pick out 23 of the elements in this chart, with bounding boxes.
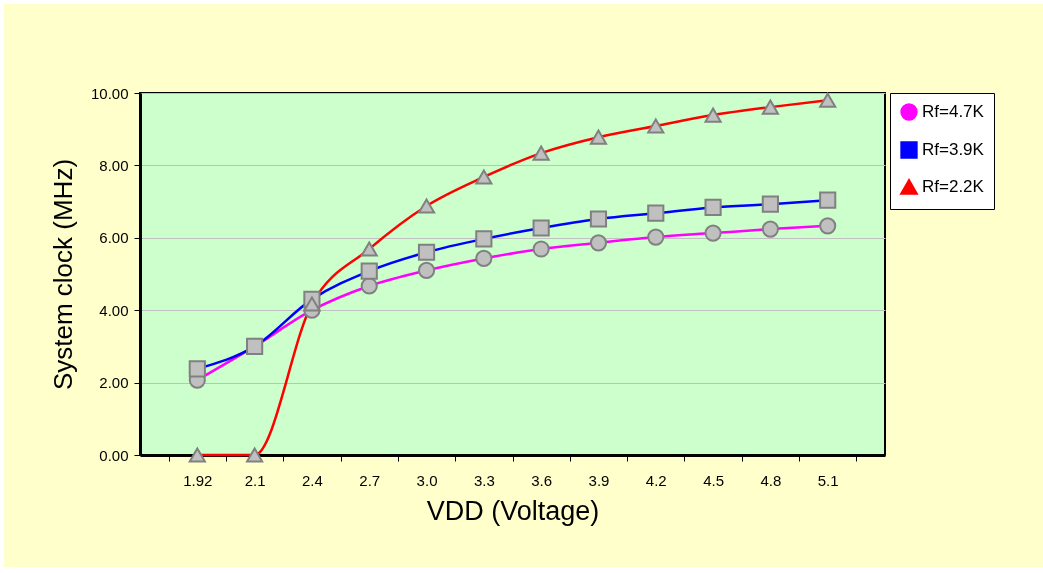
x-axis-title: VDD (Voltage) [426, 495, 600, 526]
x-tick-label: 5.1 [817, 471, 839, 489]
x-tick-label: 3.0 [416, 471, 438, 489]
x-tick-label: 3.9 [588, 471, 610, 489]
x-tick-label: 4.2 [645, 471, 667, 489]
x-tick-label: 2.7 [359, 471, 381, 489]
x-tick-label: 1.92 [183, 471, 213, 489]
x-tick-label: 3.3 [473, 471, 495, 489]
y-tick-label: 10.00 [90, 84, 129, 102]
legend-label: Rf=3.9K [922, 140, 985, 159]
legend-label: Rf=2.2K [922, 177, 985, 196]
y-tick-label: 0.00 [99, 446, 129, 464]
y-tick-label: 6.00 [99, 229, 129, 247]
x-tick-label: 4.5 [703, 471, 725, 489]
y-tick-label: 2.00 [99, 374, 129, 392]
x-tick-label: 3.6 [531, 471, 553, 489]
x-tick-label: 2.4 [301, 471, 323, 489]
y-tick-label: 8.00 [99, 156, 129, 174]
legend-label: Rf=4.7K [922, 102, 985, 121]
x-tick-label: 2.1 [244, 471, 266, 489]
y-axis-title: System clock (MHz) [47, 158, 78, 391]
x-tick-label: 4.8 [760, 471, 782, 489]
y-tick-label: 4.00 [99, 301, 129, 319]
